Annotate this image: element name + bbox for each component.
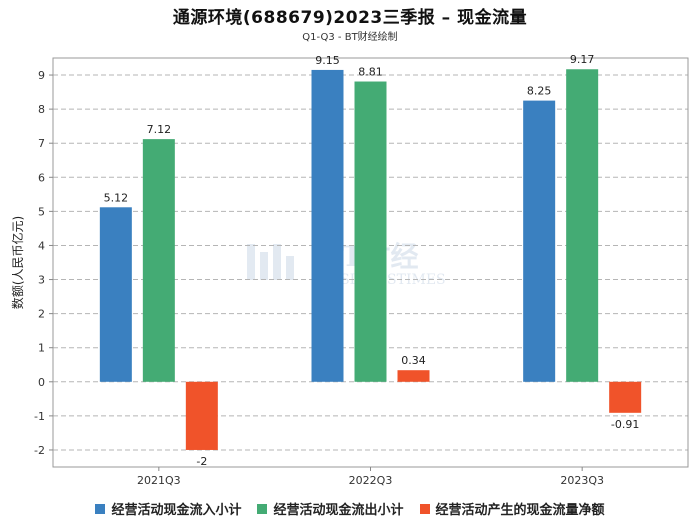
data-label: -2 [196,455,207,468]
y-axis-title: 数额(人民币亿元) [10,216,25,309]
data-label: -0.91 [611,418,639,431]
axes: -2 -1 0 1 2 3 4 5 6 7 8 9 2021Q3 2022Q3 2023Q3 [34,57,689,487]
y-tick-label: 1 [38,342,45,355]
legend-item[interactable]: 经营活动现金流出小计 [257,499,404,518]
y-tick-label: 7 [38,137,45,150]
x-tick-label: 2023Q3 [560,474,604,487]
y-tick-label: 5 [38,205,45,218]
bar [609,381,642,413]
legend-label: 经营活动现金流入小计 [111,503,242,518]
y-tick-label: -1 [34,410,45,423]
bar [142,139,175,382]
watermark: BT财经 BUSINESSTIMES [247,240,446,288]
y-tick-label: 3 [38,274,45,287]
legend-label: 经营活动产生的现金流量净额 [435,503,605,518]
x-tick-label: 2022Q3 [349,474,393,487]
data-label: 8.81 [358,66,383,79]
legend-label: 经营活动现金流出小计 [273,503,404,518]
bar [99,207,132,382]
bars [99,69,642,450]
watermark-bar-icon [273,244,281,280]
bar [185,381,218,450]
y-tick-label: -2 [34,444,45,457]
data-label: 9.15 [315,54,340,67]
y-tick-label: 2 [38,308,45,321]
y-tick-label: 8 [38,103,45,116]
chart-title: 通源环境(688679)2023三季报 – 现金流量 [172,8,528,28]
y-tick-label: 4 [38,239,45,252]
legend-item[interactable]: 经营活动产生的现金流量净额 [419,499,605,518]
bar [523,100,556,382]
bar [566,69,599,382]
data-label: 9.17 [570,53,595,66]
legend: 经营活动现金流入小计 经营活动现金流出小计 经营活动产生的现金流量净额 [0,499,700,518]
bar [311,69,344,382]
data-label: 7.12 [147,123,172,136]
legend-item[interactable]: 经营活动现金流入小计 [95,499,241,518]
bar [354,81,387,382]
legend-swatch [95,503,106,514]
bar [397,370,430,382]
data-labels: 5.12 7.12 -2 9.15 8.81 0.34 8.25 9.17 -0.91 [104,53,640,468]
data-label: 5.12 [104,191,129,204]
legend-swatch [419,503,430,514]
watermark-bar-icon [260,252,268,280]
data-label: 0.34 [401,354,426,367]
chart-subtitle: Q1-Q3 - BT财经绘制 [302,32,398,43]
y-tick-label: 6 [38,171,45,184]
legend-swatch [257,503,268,514]
y-tick-label: 9 [38,69,45,82]
watermark-bar-icon [247,244,255,280]
data-label: 8.25 [527,85,552,98]
x-tick-label: 2021Q3 [137,474,181,487]
watermark-bar-icon [286,256,294,280]
y-tick-label: 0 [38,376,45,389]
